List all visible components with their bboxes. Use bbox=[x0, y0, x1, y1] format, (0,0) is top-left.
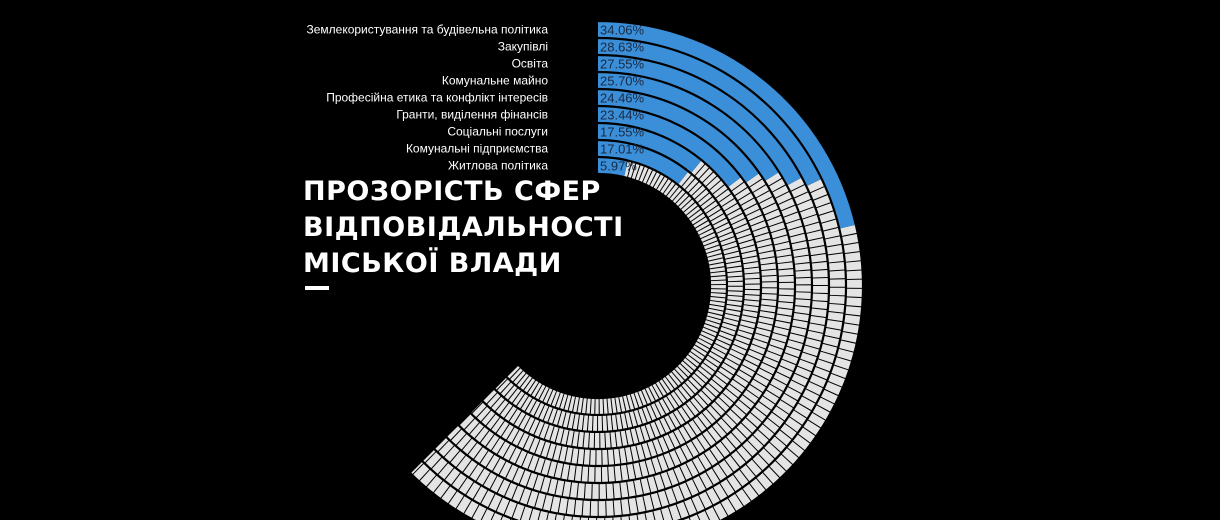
value-label-7: 17.55% bbox=[600, 125, 645, 140]
ring-empty-3 bbox=[435, 178, 828, 516]
ring-bar-6 bbox=[597, 107, 741, 187]
ring-empty-4 bbox=[447, 172, 811, 499]
headline-line-3: МІСЬКОЇ ВЛАДИ bbox=[303, 248, 562, 279]
category-label-4: Комунальне майно bbox=[442, 74, 548, 88]
value-label-3: 27.55% bbox=[600, 57, 645, 72]
headline-line-2: ВІДПОВІДАЛЬНОСТІ bbox=[303, 212, 624, 243]
category-label-2: Закупівлі bbox=[498, 40, 548, 54]
value-label-2: 28.63% bbox=[600, 40, 645, 55]
ring-empty-8 bbox=[495, 172, 743, 431]
value-label-5: 24.46% bbox=[600, 91, 645, 106]
value-label-6: 23.44% bbox=[600, 108, 645, 123]
value-label-8: 17.01% bbox=[600, 142, 645, 157]
value-label-9: 5.97% bbox=[600, 159, 637, 174]
category-label-5: Професійна етика та конфлікт інтересів bbox=[326, 91, 548, 105]
headline-line-1: ПРОЗОРІСТЬ СФЕР bbox=[303, 176, 601, 207]
category-label-6: Гранти, виділення фінансів bbox=[396, 108, 548, 122]
category-label-1: Землекористування та будівельна політика bbox=[306, 23, 548, 37]
ring-bar-3 bbox=[597, 56, 801, 185]
ring-bar-5 bbox=[597, 90, 759, 183]
category-label-9: Житлова політика bbox=[448, 159, 548, 173]
category-label-7: Соціальні послуги bbox=[447, 125, 548, 139]
value-label-4: 25.70% bbox=[600, 74, 645, 89]
ring-empty-7 bbox=[483, 161, 760, 448]
ring-empty-5 bbox=[459, 173, 794, 482]
ring-bar-1 bbox=[597, 22, 855, 229]
ring-empty-1 bbox=[411, 225, 862, 520]
headline-underline bbox=[305, 286, 329, 290]
category-label-3: Освіта bbox=[512, 57, 549, 71]
ring-bar-7 bbox=[597, 124, 701, 173]
ring-empty-6 bbox=[471, 177, 777, 465]
value-label-1: 34.06% bbox=[600, 23, 645, 38]
chart-headline: ПРОЗОРІСТЬ СФЕР ВІДПОВІДАЛЬНОСТІ МІСЬКОЇ… bbox=[303, 174, 624, 282]
category-label-8: Комунальні підприємства bbox=[406, 142, 548, 156]
ring-empty-2 bbox=[423, 179, 845, 520]
ring-bar-9 bbox=[597, 158, 628, 177]
ring-bar-4 bbox=[597, 73, 779, 181]
ring-bar-8 bbox=[597, 141, 688, 184]
ring-empty-9 bbox=[507, 161, 726, 414]
ring-bar-2 bbox=[597, 39, 821, 186]
